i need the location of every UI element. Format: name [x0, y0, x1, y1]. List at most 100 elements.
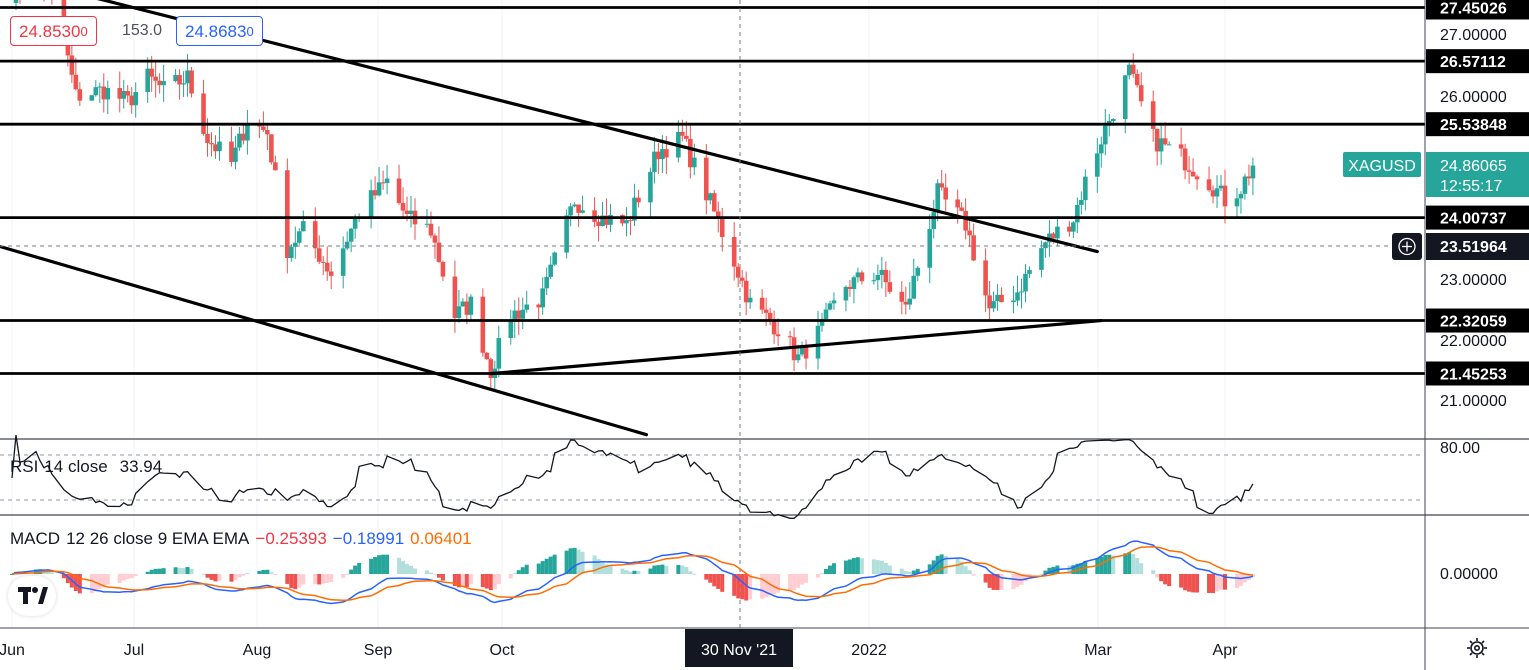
- candle-body: [372, 190, 378, 196]
- macd-histogram-bar: [245, 572, 250, 574]
- macd-histogram-bar: [540, 561, 545, 574]
- candle-body: [121, 91, 127, 99]
- candle-body: [739, 277, 745, 281]
- macd-histogram-bar: [440, 574, 445, 581]
- macd-histogram-bar: [991, 574, 996, 590]
- macd-histogram-bar: [385, 554, 390, 574]
- candle-body: [129, 95, 135, 106]
- macd-histogram-bar: [464, 574, 469, 587]
- candle-body: [743, 280, 749, 303]
- candle-body: [296, 231, 302, 243]
- horizontal-levels[interactable]: [0, 6, 1425, 375]
- macd-histogram-bar: [1139, 563, 1144, 574]
- candle-body: [660, 149, 665, 160]
- plus-circle-icon[interactable]: [1398, 237, 1416, 256]
- macd-histogram-bar: [959, 561, 964, 574]
- macd-histogram-bar: [185, 567, 190, 574]
- time-axis[interactable]: Jun Jul Aug Sep Oct 2022 Mar Apr 30 Nov …: [0, 629, 1238, 667]
- price-axis[interactable]: 27.00000 26.00000 23.00000 22.00000 21.0…: [1440, 27, 1507, 583]
- candle-body: [775, 334, 781, 337]
- macd-histogram-bar: [89, 574, 94, 594]
- trendline: [489, 318, 1103, 376]
- trendline: [0, 244, 649, 437]
- macd-histogram-bar: [65, 574, 70, 584]
- candle-body: [1162, 138, 1168, 145]
- macd-histogram-bar: [273, 574, 278, 575]
- macd-histogram-bar: [1195, 574, 1200, 593]
- candle-body: [312, 221, 318, 249]
- candle-body: [636, 197, 641, 203]
- candle-body: [552, 252, 557, 265]
- candle-body: [1079, 199, 1084, 205]
- candle-body: [1222, 185, 1228, 207]
- trendlines[interactable]: [0, 0, 1103, 437]
- macd-histogram-bar: [823, 568, 828, 574]
- macd-histogram-bar: [983, 574, 988, 583]
- candle-body: [384, 178, 390, 183]
- macd-histogram-bar: [592, 555, 597, 574]
- price-tick: 22.00000: [1440, 333, 1507, 350]
- macd-histogram-bar: [684, 566, 689, 574]
- macd-histogram-bar: [955, 558, 960, 574]
- symbol-badge[interactable]: XAGUSD 24.86065 12:55:17: [1343, 152, 1529, 197]
- symbol-name: XAGUSD: [1348, 158, 1416, 175]
- candle-body: [652, 151, 657, 172]
- candle-body: [101, 86, 107, 100]
- macd-histogram-bar: [460, 574, 465, 587]
- macd-histogram-bar: [413, 568, 418, 574]
- crosshair-price-badge[interactable]: 23.51964: [1392, 233, 1529, 260]
- candle-body: [440, 261, 446, 277]
- macd-histogram-bar: [145, 571, 150, 574]
- macd-histogram-bar: [313, 574, 318, 585]
- candle-body: [1190, 171, 1196, 177]
- candle-body: [380, 182, 386, 184]
- macd-histogram-bar: [656, 565, 661, 574]
- candle-body: [987, 295, 992, 309]
- macd-histogram-bar: [776, 574, 781, 593]
- candle-body: [1015, 292, 1020, 301]
- macd-histogram-bar: [1123, 553, 1128, 574]
- ask-price-box[interactable]: 24.86830: [176, 16, 263, 46]
- candle-body: [189, 70, 194, 94]
- macd-histogram-bar: [456, 574, 461, 588]
- macd-legend[interactable]: MACD 12 26 close 9 EMA EMA −0.25393 −0.1899…: [10, 529, 478, 549]
- candle-body: [747, 297, 753, 303]
- macd-histogram-bar: [1067, 565, 1072, 574]
- candle-body: [604, 215, 609, 225]
- tradingview-logo[interactable]: [8, 576, 56, 616]
- candle-body: [596, 221, 601, 227]
- rsi-pane[interactable]: [0, 435, 1425, 519]
- crosshair-price: 23.51964: [1440, 239, 1507, 256]
- macd-histogram-bar: [1250, 574, 1255, 577]
- price-tick: 26.00000: [1440, 89, 1507, 106]
- macd-histogram-bar: [564, 550, 569, 574]
- level-price-labels: 27.45026 26.57112 25.53848 24.00737 22.32059…: [1426, 0, 1529, 386]
- candle-body: [903, 301, 909, 305]
- candle-body: [229, 141, 234, 162]
- macd-pane[interactable]: [10, 540, 1255, 605]
- macd-histogram-bar: [321, 574, 326, 584]
- candle-body: [1234, 198, 1240, 207]
- candle-body: [269, 134, 274, 163]
- candle-body: [1071, 222, 1076, 232]
- candle-body: [959, 207, 964, 211]
- candle-body: [1182, 148, 1188, 171]
- candle-body: [707, 193, 713, 201]
- rsi-legend[interactable]: RSI 14 close 33.94: [10, 457, 168, 477]
- candle-body: [815, 325, 821, 359]
- candle-body: [1210, 190, 1216, 197]
- macd-histogram-bar: [217, 574, 222, 581]
- macd-histogram-bar: [33, 569, 38, 574]
- candle-body: [424, 223, 430, 225]
- candle-body: [484, 352, 490, 360]
- level-price-label: 24.00737: [1440, 211, 1507, 228]
- macd-histogram-bar: [760, 574, 765, 599]
- bid-price-box[interactable]: 24.85300: [10, 16, 97, 46]
- candle-body: [496, 338, 502, 369]
- settings-gear-icon[interactable]: [1467, 638, 1487, 658]
- macd-histogram-bar: [428, 572, 433, 574]
- candle-body: [241, 133, 246, 141]
- macd-histogram-bar: [1187, 574, 1192, 592]
- macd-histogram-bar: [748, 574, 753, 600]
